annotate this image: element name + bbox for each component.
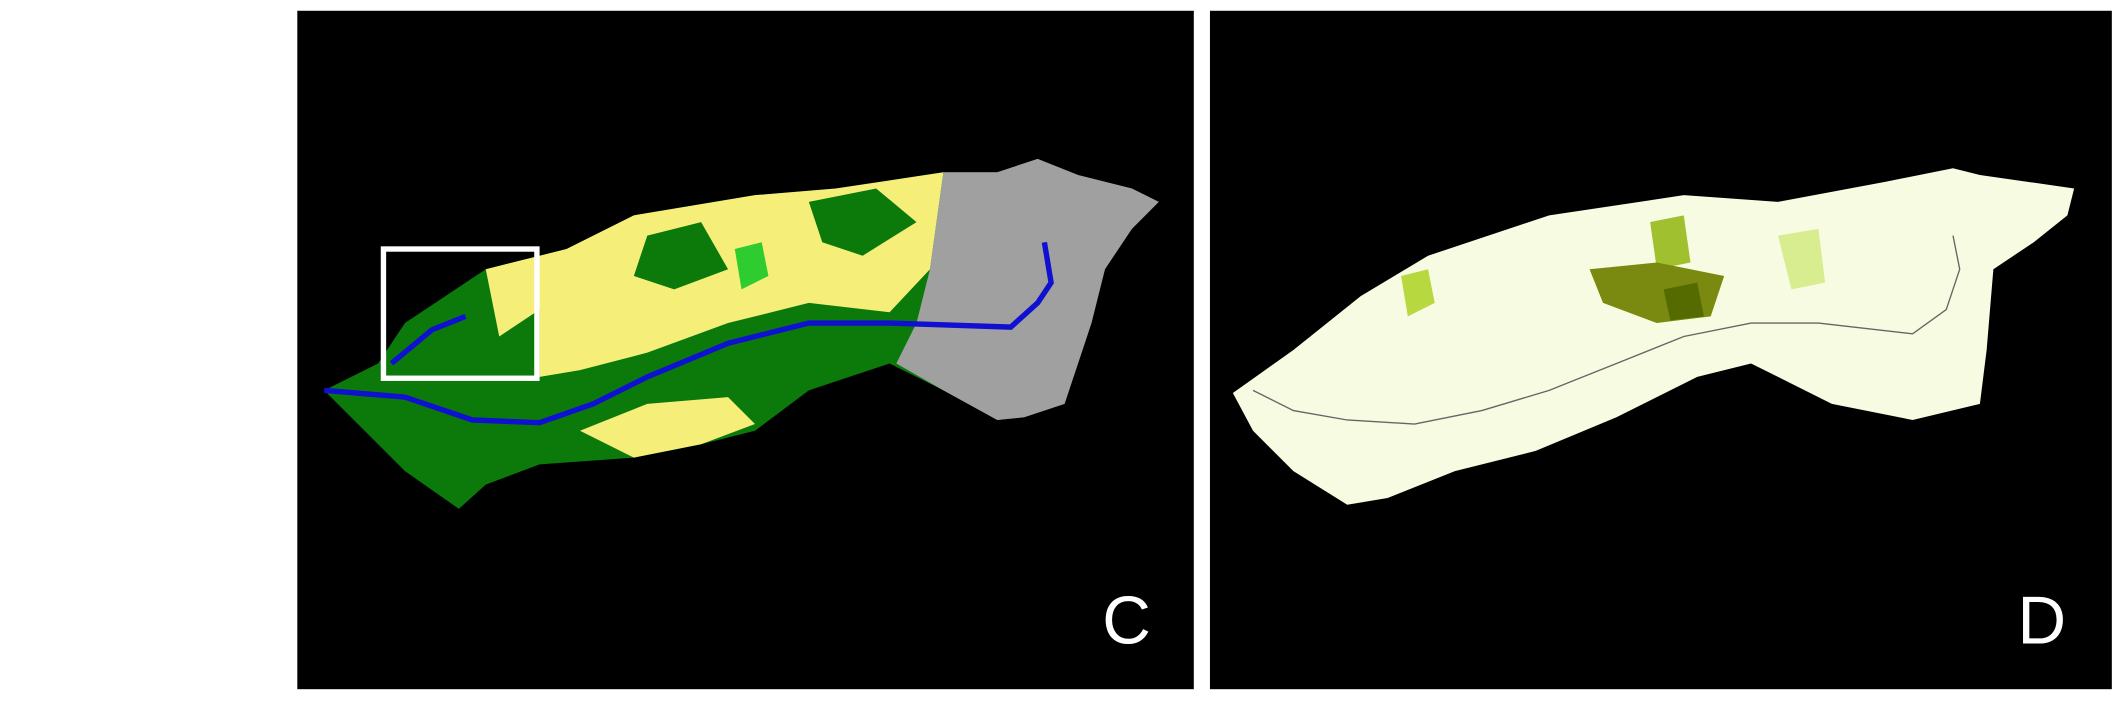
panel-d: D — [1209, 10, 2112, 690]
river — [1252, 235, 1961, 425]
panel-label: D — [2018, 583, 2067, 658]
river-branch — [389, 313, 467, 366]
high-value-area — [1777, 228, 1826, 290]
bare-land — [896, 158, 1159, 420]
river — [324, 241, 1054, 426]
panel-label: C — [1102, 583, 1151, 658]
highlight-box — [380, 246, 540, 381]
forest — [633, 222, 729, 290]
forest — [808, 188, 917, 256]
cropland — [579, 397, 755, 458]
high-value-area — [1650, 215, 1691, 270]
high-value-area — [1663, 282, 1704, 321]
high-value-area — [1401, 269, 1435, 317]
panel-c: C — [297, 10, 1194, 690]
watershed — [1232, 168, 2075, 505]
grassland — [734, 242, 769, 290]
